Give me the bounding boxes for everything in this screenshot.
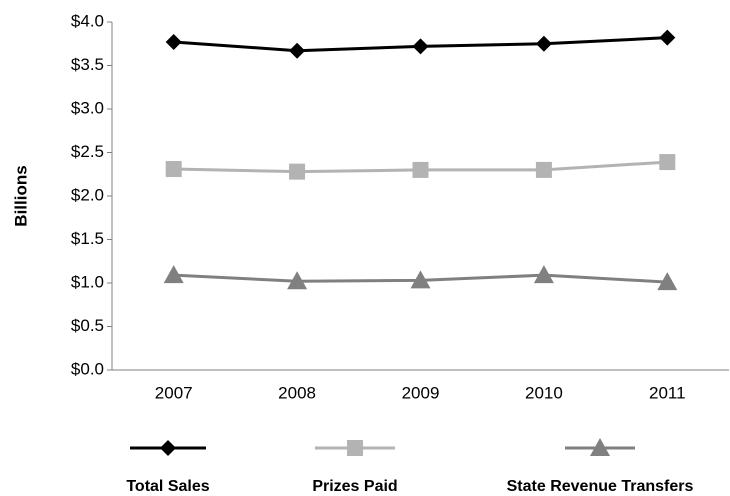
marker <box>347 440 363 456</box>
marker <box>657 272 678 291</box>
marker <box>535 161 552 178</box>
y-tick-label: $2.5 <box>71 142 104 161</box>
y-tick-label: $0.5 <box>71 316 104 335</box>
marker <box>287 271 308 290</box>
marker <box>289 42 306 59</box>
marker <box>289 163 306 180</box>
marker <box>533 265 554 284</box>
marker <box>163 265 184 284</box>
legend-label: Prizes Paid <box>312 478 397 495</box>
marker <box>165 34 182 51</box>
marker <box>659 29 676 46</box>
x-tick-label: 2007 <box>155 383 193 402</box>
y-tick-label: $3.0 <box>71 98 104 117</box>
y-tick-label: $4.0 <box>71 11 104 30</box>
y-tick-label: $1.0 <box>71 272 104 291</box>
legend-label: State Revenue Transfers <box>507 478 694 495</box>
marker <box>412 38 429 55</box>
y-tick-label: $0.0 <box>71 359 104 378</box>
marker <box>412 161 429 178</box>
y-tick-label: $1.5 <box>71 229 104 248</box>
x-tick-label: 2008 <box>278 383 316 402</box>
marker <box>160 440 176 456</box>
marker <box>165 161 182 178</box>
y-tick-label: $3.5 <box>71 55 104 74</box>
x-tick-label: 2009 <box>402 383 440 402</box>
y-axis-label: Billions <box>11 165 30 226</box>
x-tick-label: 2010 <box>525 383 563 402</box>
marker <box>590 438 610 456</box>
legend-label: Total Sales <box>126 478 209 495</box>
marker <box>535 35 552 52</box>
y-tick-label: $2.0 <box>71 185 104 204</box>
marker <box>659 154 676 171</box>
x-tick-label: 2011 <box>649 383 686 402</box>
marker <box>410 270 431 289</box>
